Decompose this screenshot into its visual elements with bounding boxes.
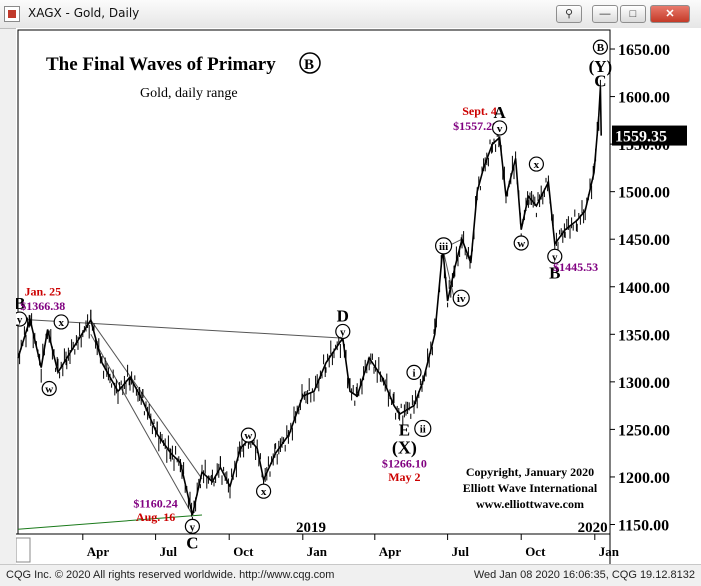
y-tick-label: 1350.00 (618, 327, 670, 344)
wave-label: v (497, 123, 503, 135)
wave-label-big: E (399, 420, 410, 439)
scroll-thumb (15, 537, 31, 563)
wave-circle (240, 427, 256, 443)
chart-area[interactable]: 1150.00 1200.00 1250.00 1300.00 1350.00 1400.… (11, 28, 701, 564)
wave-circle (528, 156, 545, 172)
wave-circle (414, 419, 432, 438)
wave-label: x (534, 159, 540, 171)
copyright-line: Copyright, January 2020 (466, 465, 594, 479)
copyright-line: www.elliottwave.com (476, 497, 584, 511)
wave-label: w (45, 384, 53, 396)
wave-label-big: B (549, 263, 560, 282)
wave-label: i (412, 367, 415, 379)
app-icon (4, 6, 20, 22)
y-tick-label: 1600.00 (618, 90, 670, 107)
wave-label-big: A (493, 103, 506, 122)
wave-label: y (17, 314, 23, 326)
y-tick-label: 1150.00 (618, 517, 669, 534)
status-copyright: CQG Inc. © 2020 All rights reserved worl… (6, 569, 335, 581)
link-button[interactable]: ⚲ (556, 5, 582, 23)
date-annotation: Aug. 16 (136, 510, 175, 524)
price-annotation: $1557.29 (453, 119, 498, 133)
copyright-line: Elliott Wave International (463, 481, 598, 495)
price-series (17, 79, 602, 526)
last-price-box (612, 125, 687, 146)
wave-circle (184, 518, 200, 534)
y-tick-label: 1500.00 (618, 185, 670, 202)
window-titlebar: XAGX - Gold, Daily ⚲ — □ ✕ (0, 0, 701, 29)
wave-label: y (552, 251, 558, 263)
wave-label-big: (Y) (589, 57, 613, 76)
wave-circle (335, 323, 351, 340)
wave-label: y (340, 326, 346, 338)
plot-frame (17, 29, 611, 535)
price-annotation: $1266.10 (382, 457, 427, 471)
title-circle-letter: B (304, 57, 314, 73)
wave-label-big: B (16, 294, 25, 313)
chart-title: The Final Waves of Primary (46, 54, 276, 75)
x-tick-label: Oct (525, 544, 546, 559)
status-bar: CQG Inc. © 2020 All rights reserved worl… (0, 564, 701, 586)
wave-label: x (261, 486, 267, 498)
wave-circle (547, 248, 563, 264)
price-annotation: $1445.53 (553, 260, 598, 274)
wave-circle (41, 380, 57, 397)
wave-label-big: C (186, 534, 198, 553)
wave-label: iii (439, 241, 448, 253)
wave-circle (435, 237, 453, 255)
y-tick-label: 1200.00 (618, 470, 670, 487)
chart-subtitle: Gold, daily range (140, 86, 238, 101)
channel-line (17, 318, 343, 339)
price-annotation: $1366.38 (20, 299, 65, 313)
y-tick-label: 1650.00 (618, 42, 670, 59)
price-line (17, 87, 602, 516)
wave-circle (592, 39, 609, 55)
channel-line (90, 334, 193, 516)
wave-label: iv (457, 293, 466, 305)
wave-label: ii (420, 423, 426, 435)
x-tick-label: Apr (87, 544, 110, 559)
support-line (17, 514, 203, 530)
wave-label: w (244, 430, 252, 442)
x-tick-label: Jul (160, 544, 178, 559)
year-label: 2020 (578, 520, 608, 536)
y-tick-label: 1400.00 (618, 280, 670, 297)
wave-label: y (190, 521, 196, 533)
title-circle (299, 52, 321, 74)
y-tick-label: 1300.00 (618, 375, 670, 392)
wave-circle (452, 289, 470, 307)
year-label: 2019 (296, 520, 326, 536)
price-annotation: $1160.24 (133, 497, 177, 511)
price-chart[interactable]: 1150.00 1200.00 1250.00 1300.00 1350.00 1400.… (11, 28, 701, 564)
channel-line (90, 319, 203, 480)
close-button[interactable]: ✕ (650, 5, 690, 23)
maximize-button[interactable]: □ (620, 5, 646, 23)
wave-circle (53, 314, 69, 330)
status-timestamp: Wed Jan 08 2020 16:06:35, CQG 19.12.8132 (473, 569, 695, 581)
wave-circle (492, 120, 508, 136)
y-tick-label: 1250.00 (618, 422, 670, 439)
date-annotation: Jan. 25 (24, 285, 61, 299)
wave-circle (406, 364, 422, 380)
wave-label-big: C (594, 71, 606, 90)
x-tick-label: Jul (452, 544, 470, 559)
wave-circle (256, 483, 272, 499)
x-tick-label: Oct (233, 544, 254, 559)
minimize-button[interactable]: — (592, 5, 618, 23)
date-annotation: Sept. 4 (462, 104, 497, 118)
wave-circle (513, 235, 529, 251)
x-tick-label: Jan (307, 544, 328, 559)
last-price-label: 1559.35 (615, 129, 667, 146)
wave-label: w (517, 238, 525, 250)
wave-label: x (58, 317, 64, 329)
wave-label-big: (X) (392, 437, 417, 458)
date-annotation: May 2 (388, 470, 420, 484)
x-tick-label: Apr (379, 544, 402, 559)
wave-label: B (597, 42, 605, 54)
window-title: XAGX - Gold, Daily (28, 6, 140, 20)
y-tick-label: 1450.00 (618, 232, 670, 249)
channel-line (442, 248, 456, 302)
wave-label-big: D (337, 306, 349, 325)
x-tick-label: Jan (599, 544, 620, 559)
